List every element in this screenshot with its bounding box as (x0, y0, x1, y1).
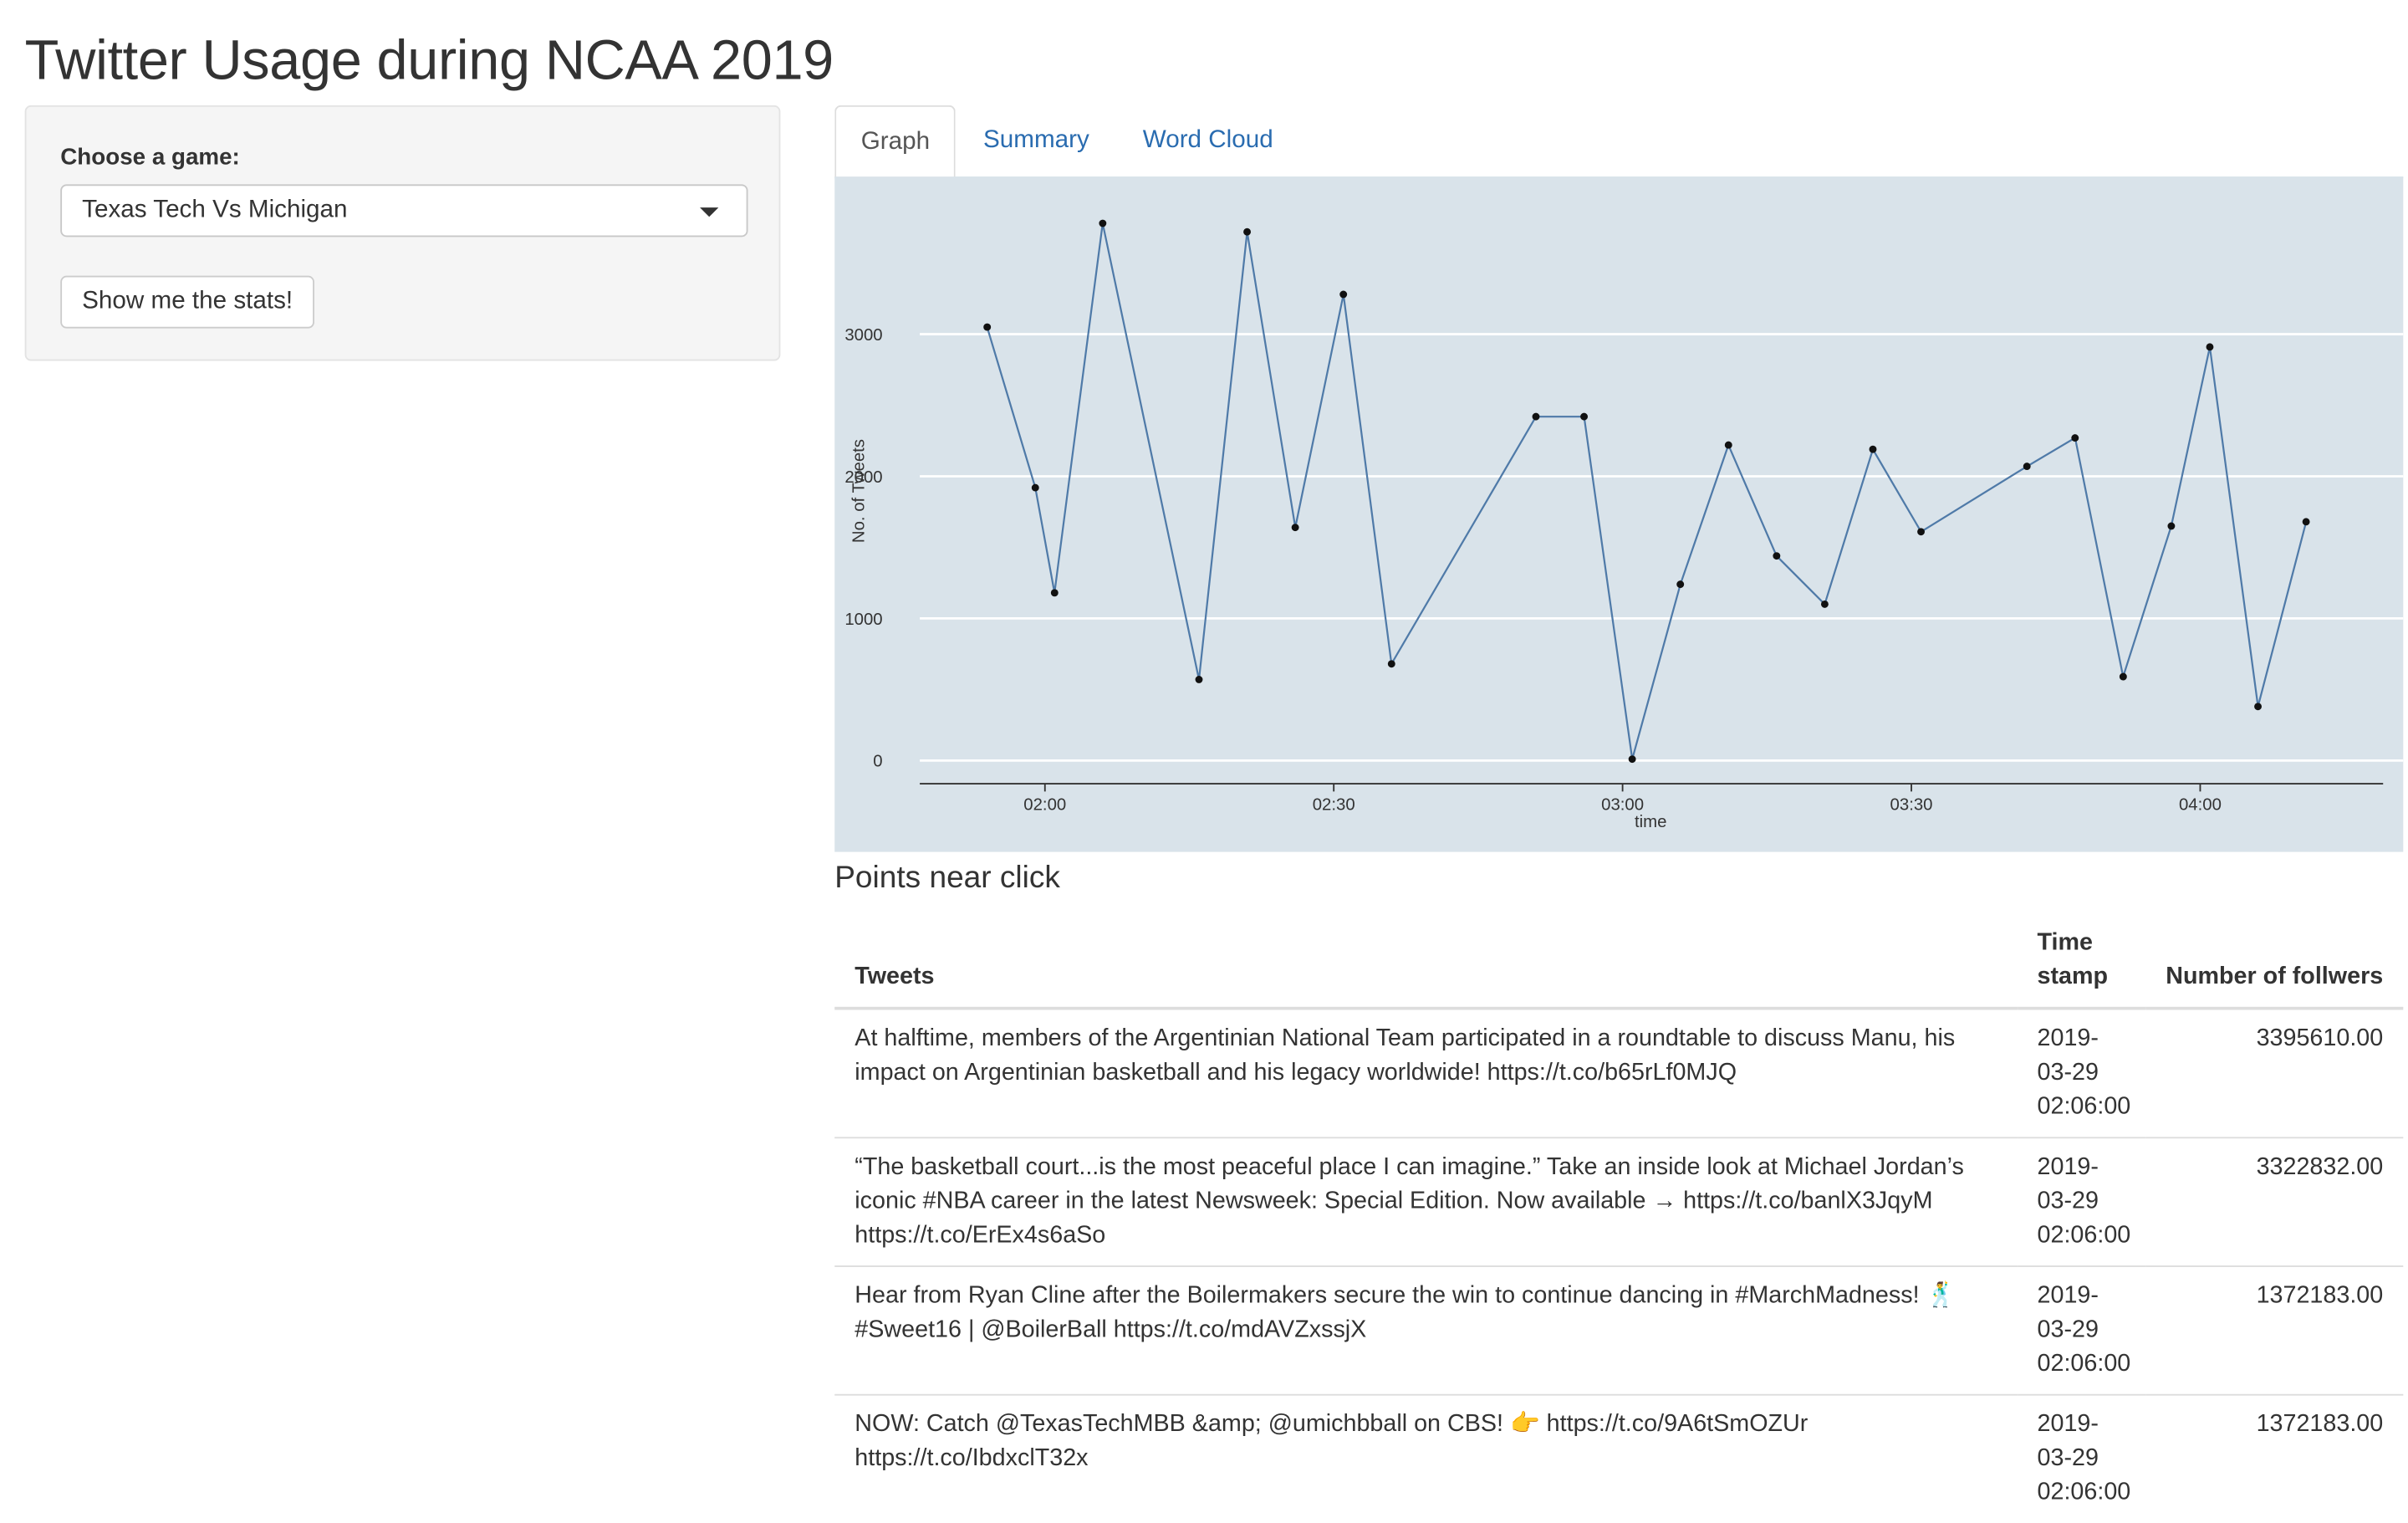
data-point (2302, 518, 2310, 526)
data-point (1773, 552, 1781, 560)
y-tick-label: 1000 (844, 611, 882, 629)
timestamp-cell: 2019-03-29 02:06:00 (2017, 1137, 2146, 1267)
timestamp-cell: 2019-03-29 02:06:00 (2017, 1007, 2146, 1138)
data-point (1628, 755, 1636, 764)
column-header-followers[interactable]: Number of follwers (2145, 917, 2404, 1010)
x-tick-label: 04:00 (2179, 796, 2222, 815)
table-row: NOW: Catch @TexasTechMBB &amp; @umichbba… (834, 1393, 2404, 1523)
data-point (1031, 483, 1039, 492)
line-chart[interactable]: 0 1000 2000 3000 02:00 02:30 03:00 03:30 04:00 ti… (834, 176, 2404, 851)
sidebar-panel: Choose a game: Texas Tech Vs Michigan Sh… (24, 105, 781, 361)
data-point (1676, 580, 1685, 589)
y-axis-title: No. of Tweets (849, 439, 868, 543)
table-row: At halftime, members of the Argentinian … (834, 1007, 2404, 1138)
y-tick-label: 0 (873, 753, 882, 771)
data-point (1050, 589, 1059, 597)
tab-graph[interactable]: Graph (834, 105, 957, 178)
data-point (983, 323, 992, 331)
tab-word-cloud[interactable]: Word Cloud (1142, 126, 1273, 154)
data-point (1195, 676, 1203, 683)
column-header-time[interactable]: Time stamp (2017, 917, 2146, 1010)
tweet-cell: At halftime, members of the Argentinian … (834, 1007, 2018, 1138)
followers-cell: 3395610.00 (2145, 1007, 2404, 1138)
data-point (1291, 524, 1299, 532)
table-header-row: Tweets Time stamp Number of follwers (834, 917, 2404, 1010)
tweet-cell: Hear from Ryan Cline after the Boilermak… (834, 1265, 2018, 1395)
column-header-tweets[interactable]: Tweets (834, 917, 2018, 1010)
data-point (1580, 412, 1589, 421)
x-tick-label: 03:00 (1601, 796, 1644, 815)
data-point (1532, 412, 1540, 421)
data-point (1917, 528, 1925, 536)
data-point (2071, 434, 2079, 442)
results-heading: Points near click (834, 861, 1060, 896)
x-axis-title: time (1635, 813, 1666, 831)
show-stats-button[interactable]: Show me the stats! (60, 275, 315, 329)
data-point (1243, 227, 1252, 236)
game-select[interactable]: Texas Tech Vs Michigan (60, 184, 748, 238)
tweets-plot[interactable]: 0 1000 2000 3000 02:00 02:30 03:00 03:30 04:00 ti… (834, 176, 2404, 852)
y-tick-label: 3000 (844, 326, 882, 345)
followers-cell: 1372183.00 (2145, 1393, 2404, 1523)
series-line (986, 222, 2308, 759)
table-row: “The basketball court...is the most peac… (834, 1137, 2404, 1267)
data-point (1339, 290, 1348, 299)
tweets-table: Tweets Time stamp Number of follwers At … (834, 917, 2404, 1523)
y-tick-label: 2000 (844, 468, 882, 487)
followers-cell: 3322832.00 (2145, 1137, 2404, 1267)
x-tick-label: 02:30 (1313, 796, 1355, 815)
data-point (1099, 219, 1107, 227)
tab-summary[interactable]: Summary (983, 126, 1089, 154)
followers-cell: 1372183.00 (2145, 1265, 2404, 1395)
data-point (1869, 445, 1877, 453)
game-select-label: Choose a game: (60, 144, 240, 171)
data-point (2119, 672, 2127, 681)
data-point (2023, 463, 2031, 471)
data-point (1387, 660, 1395, 668)
timestamp-cell: 2019-03-29 02:06:00 (2017, 1393, 2146, 1523)
data-point (2206, 343, 2214, 351)
tab-bar: Graph Summary Word Cloud (834, 105, 2404, 178)
x-tick-label: 03:30 (1890, 796, 1933, 815)
tweet-cell: “The basketball court...is the most peac… (834, 1137, 2018, 1267)
game-select-value: Texas Tech Vs Michigan (82, 197, 348, 223)
table-row: Hear from Ryan Cline after the Boilermak… (834, 1265, 2404, 1395)
data-point (1820, 600, 1829, 608)
timestamp-cell: 2019-03-29 02:06:00 (2017, 1265, 2146, 1395)
data-point (2254, 703, 2262, 711)
chevron-down-icon (700, 207, 719, 217)
tweet-cell: NOW: Catch @TexasTechMBB &amp; @umichbba… (834, 1393, 2018, 1523)
data-point (2167, 522, 2176, 530)
page-title: Twitter Usage during NCAA 2019 (24, 28, 834, 92)
data-point (1724, 441, 1732, 449)
x-tick-label: 02:00 (1023, 796, 1066, 815)
